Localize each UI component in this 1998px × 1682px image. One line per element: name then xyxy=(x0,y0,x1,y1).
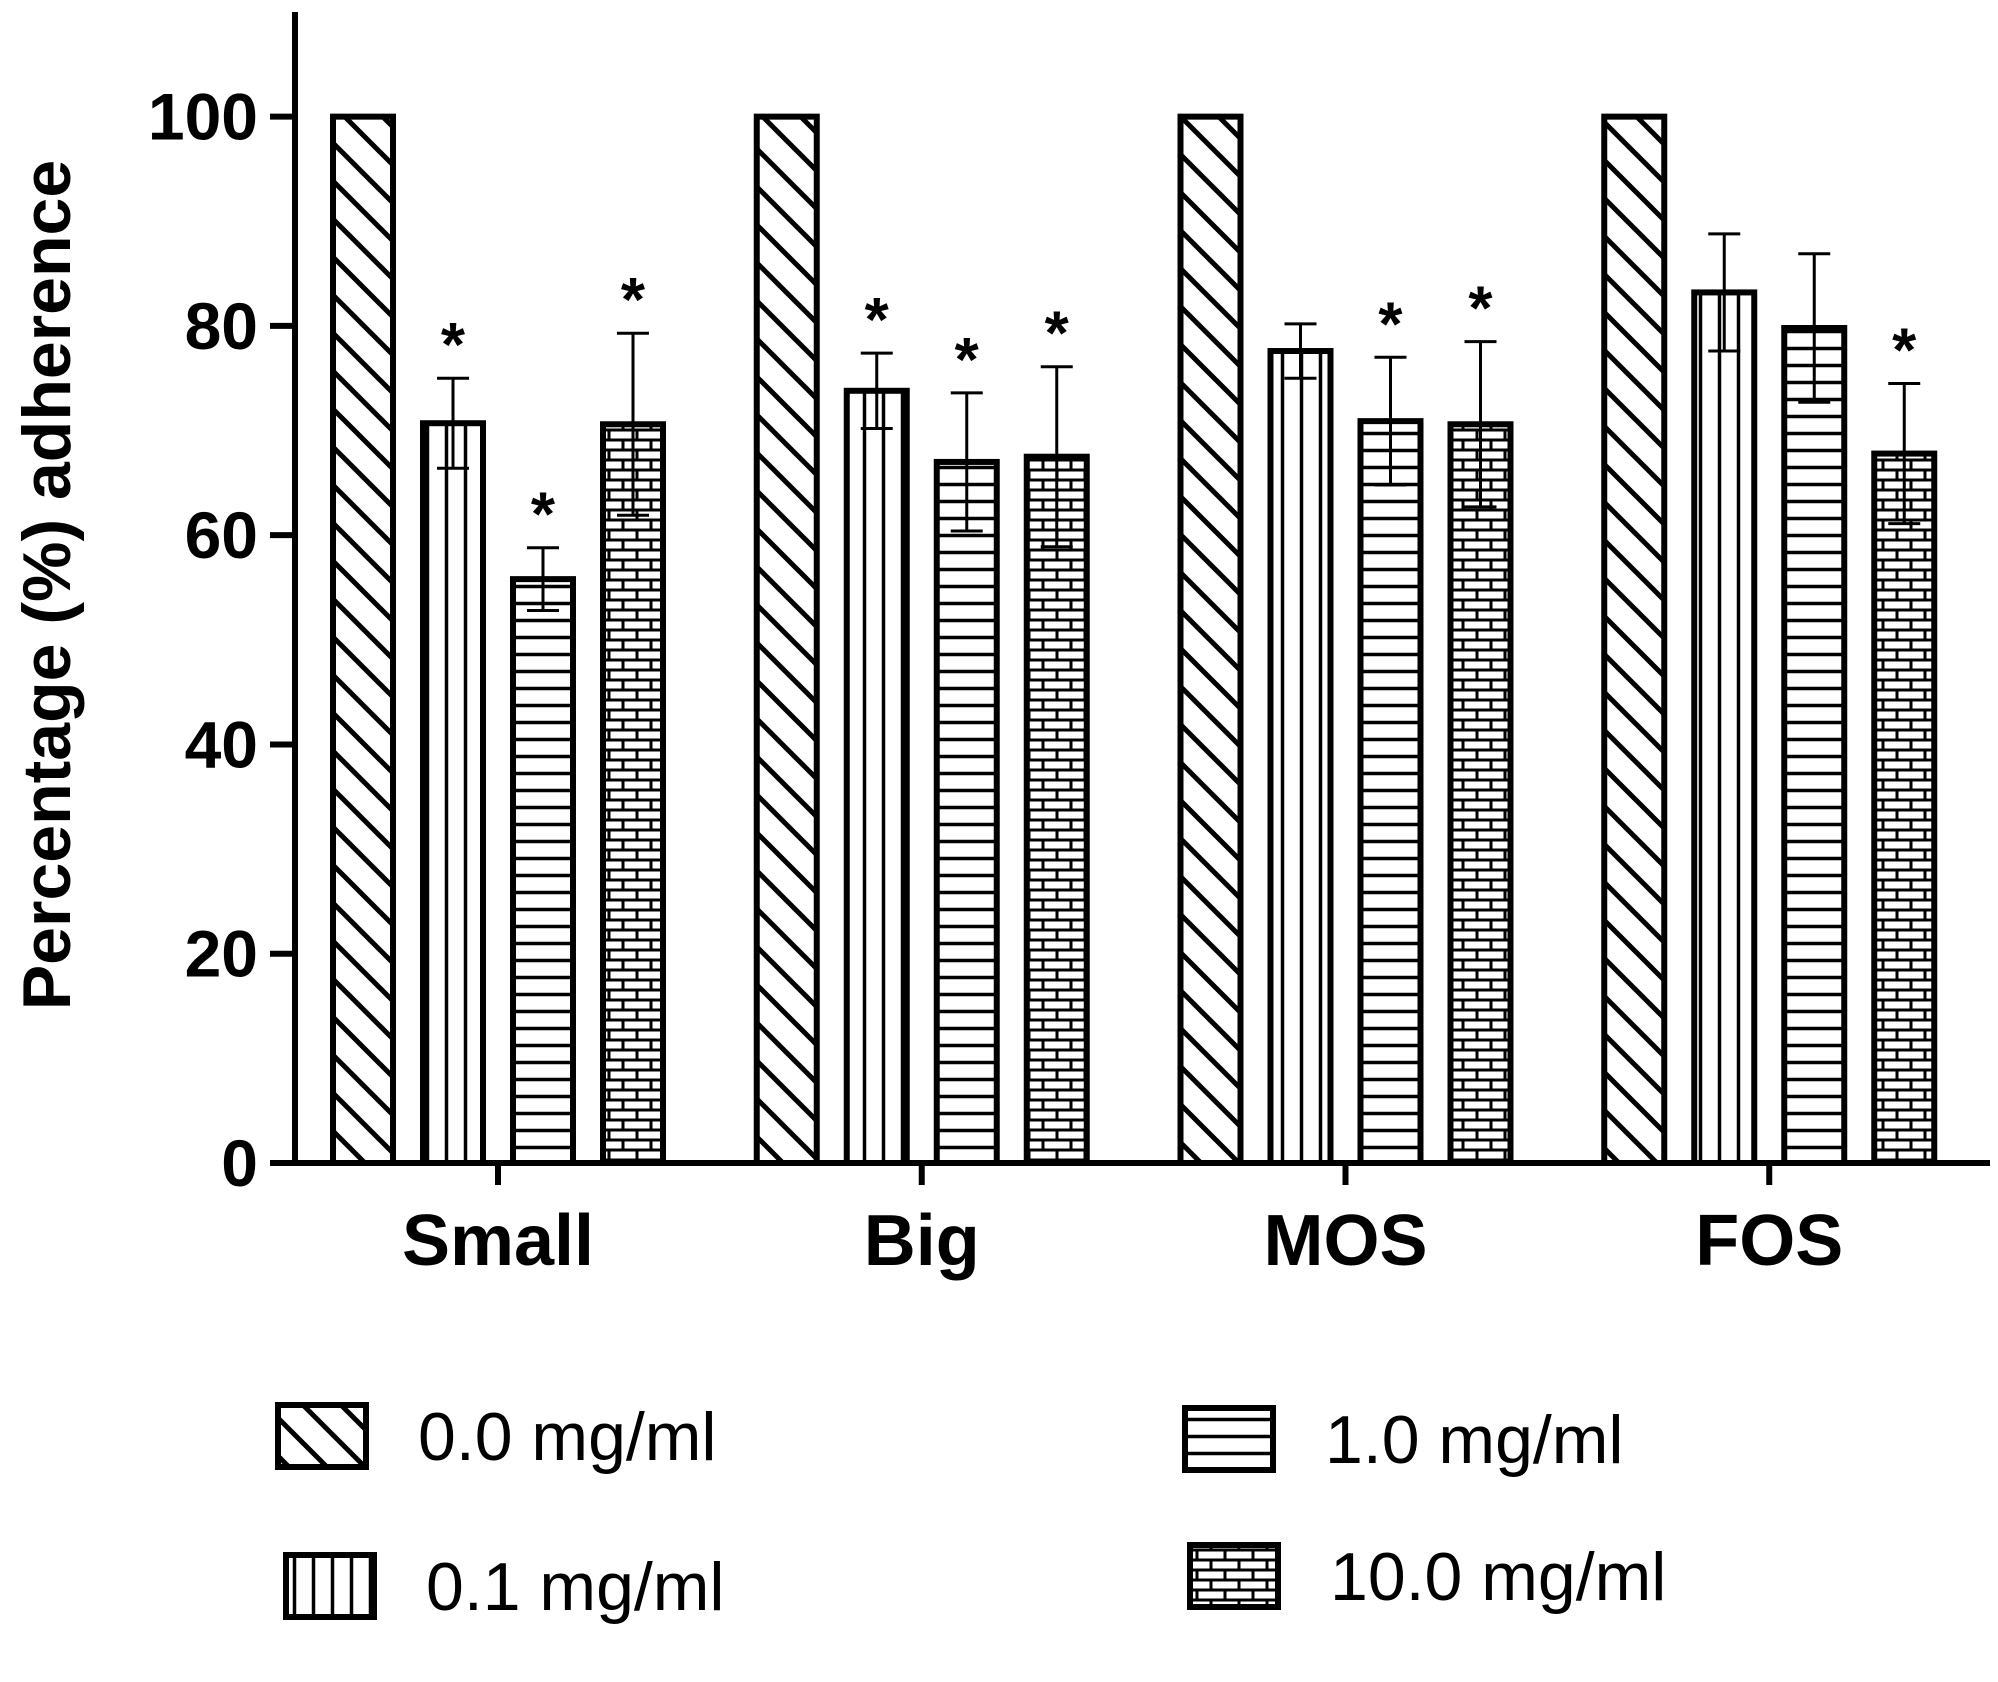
legend-swatch-3 xyxy=(1187,1542,1281,1610)
significance-star-big-series-3: * xyxy=(1045,300,1070,369)
y-tick-label-60: 60 xyxy=(185,498,258,572)
y-tick-label-0: 0 xyxy=(221,1126,258,1200)
legend-swatch-1 xyxy=(283,1552,377,1620)
bar-big-series-3 xyxy=(1023,453,1090,1167)
x-tick-label-mos: MOS xyxy=(1263,1201,1427,1281)
legend-item-3: 10.0 mg/ml xyxy=(1187,1539,1666,1615)
significance-star-fos-series-3: * xyxy=(1892,316,1917,385)
legend-label-1: 0.1 mg/ml xyxy=(426,1549,725,1625)
y-axis-ticks: 0 20 40 60 80 100 xyxy=(148,80,295,1200)
y-tick-label-40: 40 xyxy=(185,707,258,781)
bar-big-series-2 xyxy=(933,458,1000,1167)
legend-item-0: 0.0 mg/ml xyxy=(275,1399,717,1475)
legend-label-3: 10.0 mg/ml xyxy=(1330,1539,1666,1615)
significance-star-small-series-1: * xyxy=(441,311,466,380)
bar-fos-series-2 xyxy=(1781,325,1848,1166)
bar-fos-series-3 xyxy=(1871,450,1938,1167)
significance-star-mos-series-2: * xyxy=(1378,290,1403,359)
bar-fos-series-0 xyxy=(1601,113,1668,1167)
bar-mos-series-1 xyxy=(1267,348,1334,1167)
bar-small-series-0 xyxy=(330,113,396,1167)
significance-star-big-series-2: * xyxy=(955,326,980,395)
legend-swatch-2 xyxy=(1182,1405,1276,1473)
legend-label-2: 1.0 mg/ml xyxy=(1325,1402,1624,1478)
x-tick-label-big: Big xyxy=(864,1201,980,1281)
legend-label-0: 0.0 mg/ml xyxy=(418,1399,717,1475)
bar-small-series-1 xyxy=(420,420,486,1167)
x-axis-ticks: Small Big MOS FOS xyxy=(402,1163,1843,1281)
legend-item-2: 1.0 mg/ml xyxy=(1182,1402,1624,1478)
y-axis-title: Percentage (%) adherence xyxy=(9,160,85,1010)
bar-big-series-0 xyxy=(753,113,820,1167)
bar-fos-series-1 xyxy=(1691,289,1758,1166)
legend: 0.0 mg/ml 0.1 mg/ml 1.0 mg/ml 10.0 mg/ml xyxy=(275,1399,1666,1625)
bar-small-series-2 xyxy=(510,576,576,1166)
bar-big-series-1 xyxy=(843,387,910,1166)
error-bars xyxy=(437,232,1921,613)
axes xyxy=(292,12,1990,1166)
significance-markers: * * * * * * * * * xyxy=(441,266,1917,550)
legend-swatch-0 xyxy=(275,1402,369,1470)
bar-mos-series-0 xyxy=(1177,113,1244,1167)
significance-star-mos-series-3: * xyxy=(1468,275,1493,344)
x-tick-label-fos: FOS xyxy=(1695,1201,1843,1281)
x-tick-label-small: Small xyxy=(402,1201,594,1281)
legend-item-1: 0.1 mg/ml xyxy=(283,1549,725,1625)
significance-star-small-series-2: * xyxy=(531,481,556,550)
y-tick-label-20: 20 xyxy=(185,917,258,991)
y-tick-label-80: 80 xyxy=(185,289,258,363)
bar-small-series-3 xyxy=(600,421,666,1166)
bar-mos-series-3 xyxy=(1447,421,1514,1166)
bar-mos-series-2 xyxy=(1357,418,1424,1166)
bars xyxy=(330,113,1938,1167)
y-tick-label-100: 100 xyxy=(148,80,258,154)
significance-star-small-series-3: * xyxy=(621,266,646,335)
significance-star-big-series-1: * xyxy=(865,286,890,355)
